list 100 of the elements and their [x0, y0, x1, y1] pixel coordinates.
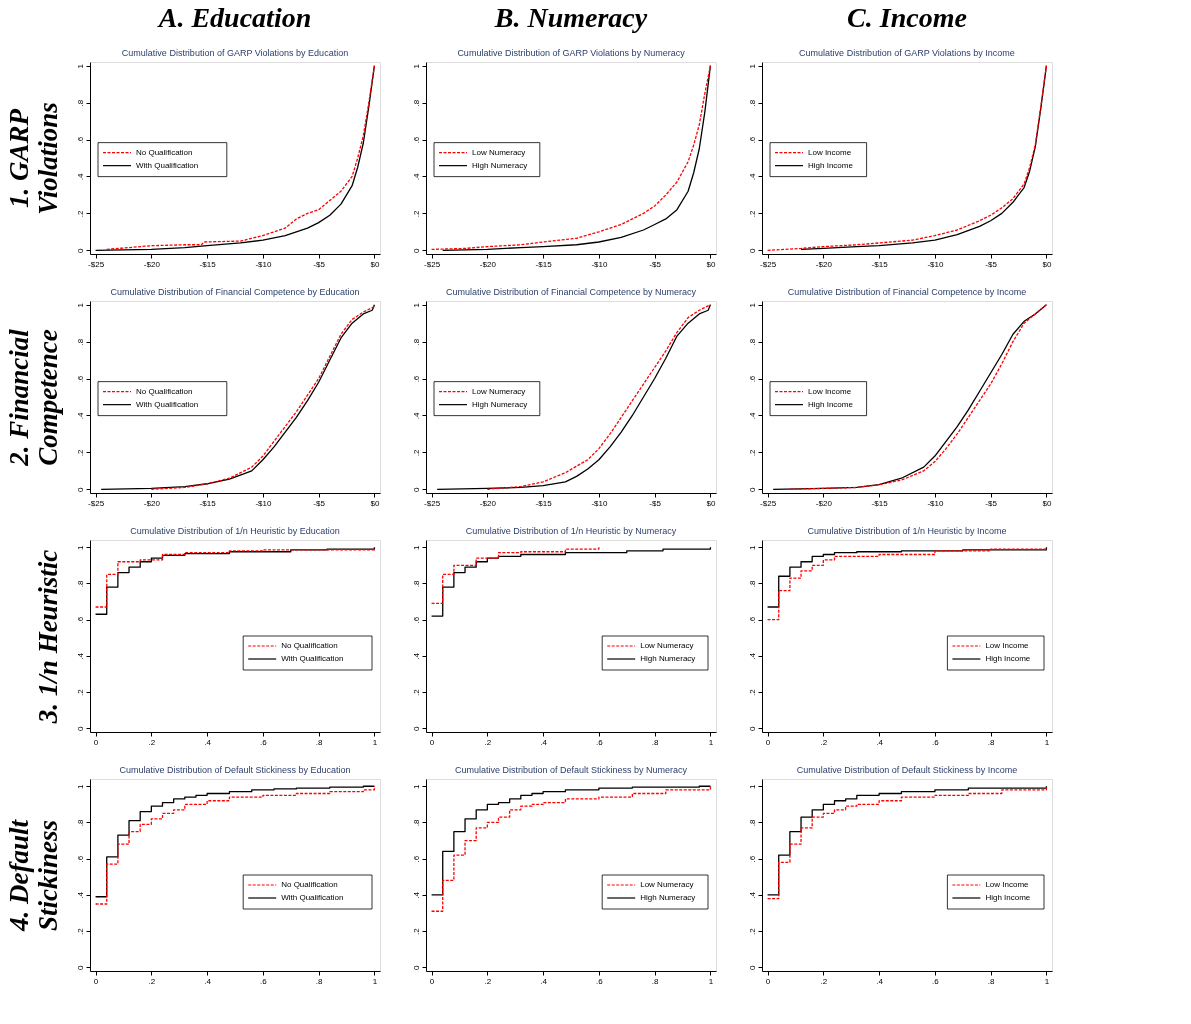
- y-tick-label: .2: [411, 449, 421, 457]
- x-tick-label: $0: [1042, 259, 1052, 269]
- x-tick-label: -$25: [88, 259, 105, 269]
- x-tick-label: -$20: [143, 259, 161, 269]
- x-tick-label: -$10: [927, 498, 944, 508]
- legend-label: With Qualification: [281, 654, 344, 663]
- y-tick-label: .6: [747, 616, 757, 624]
- legend-label: High Income: [808, 160, 854, 170]
- y-tick-label: 0: [747, 248, 757, 254]
- y-tick-label: .4: [75, 891, 85, 899]
- x-tick-label: .2: [148, 737, 156, 747]
- y-tick-label: .6: [411, 855, 421, 863]
- y-axis-title: 3. 1/n Heuristic: [32, 549, 63, 725]
- y-tick-label: .6: [411, 136, 421, 144]
- x-tick-label: 0: [93, 737, 99, 747]
- legend-label: No Qualification: [136, 147, 193, 157]
- y-tick-label: 0: [411, 965, 421, 971]
- x-tick-label: 1: [372, 976, 378, 986]
- x-tick-label: .8: [651, 976, 660, 986]
- x-tick-label: 0: [429, 976, 435, 986]
- chart-title: Cumulative Distribution of Financial Competence by Education: [110, 287, 360, 297]
- x-tick-label: -$5: [649, 259, 662, 269]
- chart-title: Cumulative Distribution of Financial Competence by Income: [787, 287, 1027, 297]
- y-tick-label: 0: [75, 487, 85, 493]
- x-tick-label: -$10: [591, 498, 608, 508]
- x-tick-label: -$15: [535, 259, 553, 269]
- chart-title: Cumulative Distribution of 1/n Heuristic by Income: [807, 526, 1007, 536]
- x-tick-label: .4: [204, 737, 212, 747]
- chart-title: Cumulative Distribution of GARP Violations by Education: [121, 48, 349, 58]
- legend-label: No Qualification: [281, 880, 338, 889]
- x-tick-label: -$20: [815, 498, 833, 508]
- x-tick-label: -$15: [871, 498, 889, 508]
- legend-label: Low Numeracy: [472, 386, 526, 396]
- x-tick-label: -$20: [815, 259, 833, 269]
- y-tick-label: .4: [75, 173, 85, 181]
- legend-label: Low Income: [808, 386, 852, 396]
- x-tick-label: $0: [370, 259, 380, 269]
- x-tick-label: -$20: [143, 498, 161, 508]
- y-tick-label: .4: [747, 652, 757, 660]
- x-tick-label: .8: [987, 976, 996, 986]
- y-tick-label: .6: [75, 855, 85, 863]
- x-tick-label: -$15: [199, 259, 217, 269]
- chart-title: Cumulative Distribution of 1/n Heuristic by Education: [130, 526, 340, 536]
- x-tick-label: -$5: [985, 498, 998, 508]
- legend-label: Low Income: [985, 641, 1030, 650]
- text: A. Education: [156, 2, 312, 33]
- y-tick-label: .2: [411, 927, 421, 935]
- y-tick-label: .2: [75, 449, 85, 457]
- x-tick-label: 0: [765, 976, 771, 986]
- x-tick-label: .2: [820, 976, 828, 986]
- y-tick-label: .2: [411, 210, 421, 218]
- y-tick-label: .8: [75, 99, 85, 107]
- y-tick-label: .8: [747, 580, 757, 588]
- line-series: [436, 304, 712, 490]
- legend-label: Low Income: [985, 880, 1030, 889]
- y-tick-label: 0: [411, 248, 421, 254]
- y-tick-label: .8: [75, 580, 85, 588]
- x-tick-label: 0: [429, 737, 435, 747]
- x-tick-label: .4: [876, 976, 884, 986]
- x-tick-label: -$20: [479, 259, 497, 269]
- y-tick-label: .4: [747, 173, 757, 181]
- x-tick-label: 1: [372, 737, 378, 747]
- y-tick-label: .6: [747, 855, 757, 863]
- x-tick-label: .6: [596, 976, 604, 986]
- y-tick-label: .4: [75, 652, 85, 660]
- y-tick-label: 1: [75, 783, 85, 789]
- x-tick-label: .6: [596, 737, 604, 747]
- y-tick-label: .8: [411, 99, 421, 107]
- text: B. Numeracy: [493, 2, 648, 33]
- y-tick-label: .8: [411, 819, 421, 827]
- y-tick-label: 0: [411, 487, 421, 493]
- line-series: [150, 305, 376, 490]
- y-axis-title: 1. GARP Violations: [3, 102, 63, 215]
- legend-label: High Numeracy: [640, 654, 696, 663]
- x-tick-label: -$10: [255, 498, 272, 508]
- legend-label: With Qualification: [136, 399, 199, 409]
- y-tick-label: .8: [411, 338, 421, 346]
- x-tick-label: $0: [706, 259, 716, 269]
- x-tick-label: 1: [1044, 737, 1050, 747]
- y-tick-label: .8: [75, 819, 85, 827]
- x-tick-label: 0: [93, 976, 99, 986]
- y-tick-label: .6: [747, 136, 757, 144]
- chart-title: Cumulative Distribution of Default Stickiness by Numeracy: [454, 765, 688, 775]
- y-tick-label: 1: [747, 544, 757, 550]
- x-tick-label: -$10: [927, 259, 944, 269]
- x-tick-label: -$10: [255, 259, 272, 269]
- y-tick-label: 1: [411, 544, 421, 550]
- y-tick-label: 1: [411, 783, 421, 789]
- x-tick-label: 1: [708, 737, 714, 747]
- y-tick-label: .2: [747, 210, 757, 218]
- y-tick-label: 1: [411, 63, 421, 69]
- legend-label: High Income: [808, 399, 854, 409]
- chart-title: Cumulative Distribution of Default Stickiness by Education: [119, 765, 351, 775]
- y-tick-label: .2: [75, 688, 85, 696]
- legend-label: Low Income: [808, 147, 852, 157]
- y-axis-title: 4. Default Stickiness: [3, 818, 63, 932]
- legend-label: Low Numeracy: [640, 880, 694, 889]
- y-tick-label: 0: [411, 726, 421, 732]
- y-tick-label: .4: [747, 891, 757, 899]
- x-tick-label: -$25: [424, 498, 441, 508]
